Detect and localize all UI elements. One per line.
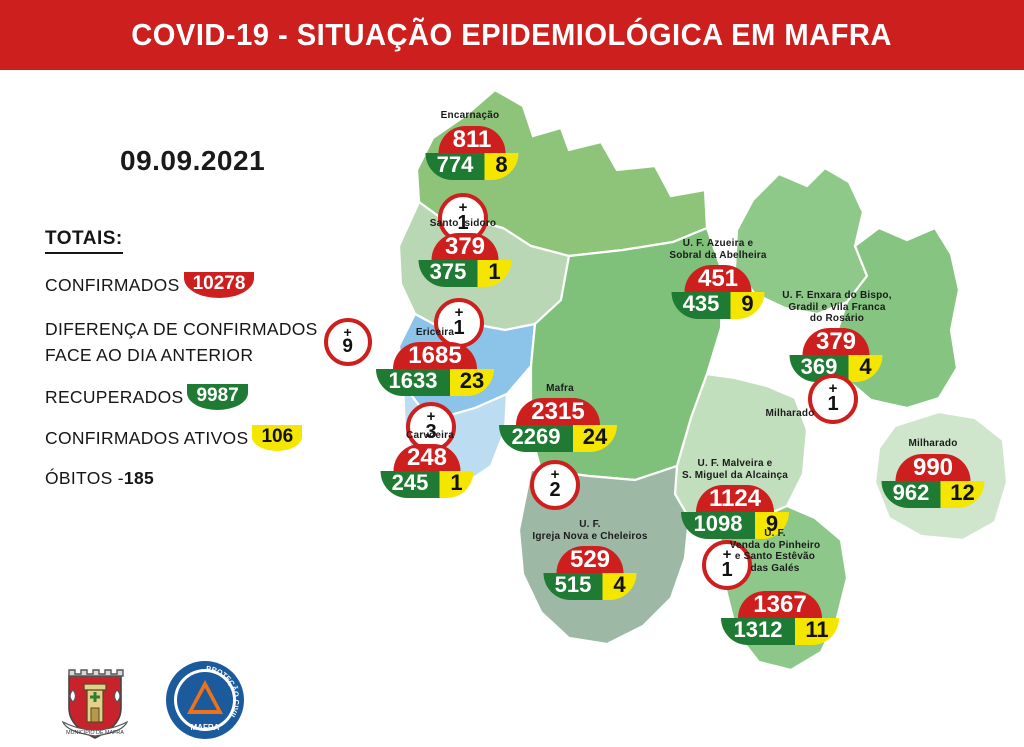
stat-difference-label-line2: FACE AO DIA ANTERIOR	[45, 345, 254, 365]
map-badge-venda-pinheiro-santo-estevao: 1367 1312 11	[721, 591, 839, 645]
map-diff-sign-mafra: +	[550, 466, 560, 483]
map-badge-recovered-venda-pinheiro-santo-estevao: 1312	[721, 618, 795, 645]
logo-group: MUNICÍPIO DE MAFRA PROTEÇÃO CIVIL MAFRA	[55, 658, 244, 742]
map-badge-bottom-igreja-nova-cheleiros: 515 4	[543, 573, 637, 600]
totals-heading: TOTAIS:	[45, 228, 123, 254]
mafra-municipality-map: Encarnação 811 774 8 +1 Santo Isidoro 379 375 1 +…	[355, 78, 1024, 698]
stat-confirmed-label: CONFIRMADOS	[45, 274, 180, 295]
map-badge-recovered-santo-isidoro: 375	[418, 260, 478, 287]
page-title: COVID-19 - SITUAÇÃO EPIDEMIOLÓGICA EM MA…	[131, 17, 893, 52]
map-badge-confirmed-ericeira: 1685	[392, 342, 478, 369]
map-badge-confirmed-malveira-smiguel: 1124	[696, 485, 774, 512]
map-badge-recovered-encarnacao: 774	[425, 153, 485, 180]
map-badge-recovered-malveira-smiguel: 1098	[681, 512, 755, 539]
stat-difference-sign: +	[343, 324, 352, 340]
map-badge-active-ericeira: 23	[450, 369, 494, 396]
map-badge-bottom-encarnacao: 774 8	[425, 153, 519, 180]
protecao-civil-mafra-logo: PROTEÇÃO CIVIL MAFRA	[163, 658, 244, 742]
map-badge-confirmed-santo-isidoro: 379	[431, 233, 499, 260]
protecao-civil-caption-bottom: MAFRA	[191, 723, 220, 732]
map-badge-bottom-santo-isidoro: 375 1	[418, 260, 512, 287]
map-badge-santo-isidoro: 379 375 1	[418, 233, 512, 287]
stat-active: CONFIRMADOS ATIVOS 106	[45, 425, 303, 451]
map-diff-sign-santo-isidoro: +	[454, 304, 464, 321]
map-badge-confirmed-igreja-nova-cheleiros: 529	[556, 546, 624, 573]
map-badge-confirmed-milharado: 990	[895, 454, 971, 481]
map-badge-confirmed-azueira-sobral: 451	[684, 265, 752, 292]
map-diff-value-ericeira: 3	[425, 421, 437, 443]
map-badge-recovered-carvoeira: 245	[380, 471, 440, 498]
map-badge-active-azueira-sobral: 9	[730, 292, 765, 319]
map-diff-value-mafra: 2	[549, 479, 561, 501]
map-diff-value-malveira-smiguel: 1	[721, 559, 733, 581]
stat-active-value: 106	[252, 425, 303, 451]
page-header: COVID-19 - SITUAÇÃO EPIDEMIOLÓGICA EM MA…	[0, 0, 1024, 70]
map-badge-active-santo-isidoro: 1	[477, 260, 512, 287]
stat-deaths-label: ÓBITOS -	[45, 468, 124, 488]
map-diff-sign-ericeira: +	[426, 408, 436, 425]
map-badge-bottom-venda-pinheiro-santo-estevao: 1312 11	[721, 618, 839, 645]
map-badge-malveira-smiguel: 1124 1098 9	[681, 485, 789, 539]
map-diff-malveira-smiguel: +1	[702, 540, 752, 590]
stat-difference: DIFERENÇA DE CONFIRMADOS FACE AO DIA ANT…	[45, 316, 372, 368]
municipio-logo-caption: MUNICÍPIO DE MAFRA	[66, 729, 124, 736]
map-badge-active-encarnacao: 8	[484, 153, 519, 180]
map-badge-active-venda-pinheiro-santo-estevao: 11	[795, 618, 839, 645]
map-badge-active-enxara-gradil-vilafranca: 4	[848, 355, 883, 382]
map-badge-confirmed-enxara-gradil-vilafranca: 379	[802, 328, 870, 355]
map-badge-ericeira: 1685 1633 23	[376, 342, 494, 396]
stat-difference-label: DIFERENÇA DE CONFIRMADOS FACE AO DIA ANT…	[45, 316, 318, 368]
map-badge-confirmed-mafra: 2315	[515, 398, 601, 425]
stat-deaths-value: 185	[123, 468, 155, 488]
map-badge-active-carvoeira: 1	[439, 471, 474, 498]
map-badge-carvoeira: 248 245 1	[380, 444, 474, 498]
stat-difference-badge: + 9	[323, 318, 372, 366]
map-diff-ericeira: +3	[406, 402, 456, 452]
map-badge-bottom-azueira-sobral: 435 9	[671, 292, 765, 319]
map-badge-active-malveira-smiguel: 9	[755, 512, 789, 539]
stat-active-label: CONFIRMADOS ATIVOS	[45, 427, 249, 448]
map-diff-sign-malveira-smiguel: +	[722, 546, 732, 563]
map-badge-bottom-ericeira: 1633 23	[376, 369, 494, 396]
stat-recovered-value: 9987	[187, 384, 248, 410]
map-badge-recovered-ericeira: 1633	[376, 369, 450, 396]
map-badge-igreja-nova-cheleiros: 529 515 4	[543, 546, 637, 600]
map-badge-active-igreja-nova-cheleiros: 4	[602, 573, 637, 600]
map-diff-value-santo-isidoro: 1	[453, 317, 465, 339]
map-diff-enxara-gradil-vilafranca: +1	[808, 374, 858, 424]
stat-confirmed-value: 10278	[183, 272, 255, 298]
map-diff-sign-enxara-gradil-vilafranca: +	[828, 380, 838, 397]
stat-recovered-label: RECUPERADOS	[45, 386, 184, 407]
summary-panel: 09.09.2021 TOTAIS: CONFIRMADOS 10278 DIF…	[0, 70, 372, 739]
municipio-de-mafra-logo: MUNICÍPIO DE MAFRA	[55, 658, 135, 742]
map-badge-confirmed-encarnacao: 811	[438, 126, 506, 153]
map-badge-recovered-azueira-sobral: 435	[671, 292, 731, 319]
map-badge-encarnacao: 811 774 8	[425, 126, 519, 180]
report-date: 09.09.2021	[120, 145, 266, 176]
map-badge-bottom-malveira-smiguel: 1098 9	[681, 512, 789, 539]
map-badge-bottom-mafra: 2269 24	[499, 425, 617, 452]
map-badge-mafra: 2315 2269 24	[499, 398, 617, 452]
map-badge-active-milharado: 12	[940, 481, 985, 508]
map-badge-recovered-milharado: 962	[881, 481, 941, 508]
stat-difference-label-line1: DIFERENÇA DE CONFIRMADOS	[45, 319, 318, 339]
map-badge-recovered-igreja-nova-cheleiros: 515	[543, 573, 603, 600]
map-badge-bottom-carvoeira: 245 1	[380, 471, 474, 498]
map-badge-azueira-sobral: 451 435 9	[671, 265, 765, 319]
map-diff-value-enxara-gradil-vilafranca: 1	[827, 393, 839, 415]
map-diff-mafra: +2	[530, 460, 580, 510]
stat-confirmed: CONFIRMADOS 10278	[45, 272, 255, 298]
map-badge-active-mafra: 24	[573, 425, 617, 452]
map-badge-bottom-milharado: 962 12	[881, 481, 985, 508]
map-badge-milharado: 990 962 12	[881, 454, 985, 508]
stat-difference-value: 9	[342, 336, 353, 357]
map-diff-sign-encarnacao: +	[458, 199, 468, 216]
map-diff-santo-isidoro: +1	[434, 298, 484, 348]
map-badge-confirmed-venda-pinheiro-santo-estevao: 1367	[737, 591, 823, 618]
map-diff-value-encarnacao: 1	[457, 212, 469, 234]
stat-recovered: RECUPERADOS 9987	[45, 384, 248, 410]
map-badge-recovered-mafra: 2269	[499, 425, 573, 452]
stat-deaths: ÓBITOS - 185	[45, 468, 154, 489]
map-badge-confirmed-carvoeira: 248	[393, 444, 461, 471]
